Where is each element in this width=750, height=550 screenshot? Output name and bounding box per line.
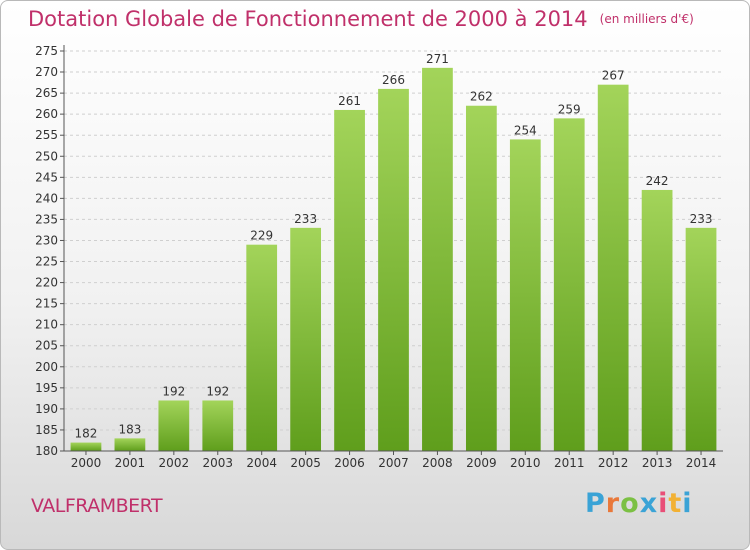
x-tick-label: 2012 (598, 456, 629, 470)
x-tick-label: 2009 (466, 456, 497, 470)
logo-letter: r (605, 488, 621, 519)
bar (685, 227, 717, 451)
data-label: 183 (118, 422, 141, 436)
bar (70, 442, 102, 451)
logo-letter: P (585, 488, 606, 519)
x-tick-label: 2006 (334, 456, 365, 470)
x-tick-label: 2014 (686, 456, 717, 470)
data-label: 229 (250, 229, 273, 243)
logo-letter: x (639, 488, 659, 519)
axes: 180 185 190 195 200 205 210 215 220 225 230 235 240 2… (35, 44, 723, 470)
logo-letter: o (620, 488, 640, 519)
y-tick-label: 260 (35, 107, 58, 121)
x-tick-label: 2004 (246, 456, 277, 470)
y-tick-label: 275 (35, 44, 58, 58)
bar (465, 105, 497, 451)
x-tick-label: 2002 (159, 456, 190, 470)
x-tick-label: 2001 (115, 456, 146, 470)
bar (553, 118, 585, 452)
bar (290, 227, 322, 451)
proxiti-logo: Proxiti (585, 488, 693, 519)
y-tick-label: 255 (35, 128, 58, 142)
data-label: 271 (426, 52, 449, 66)
data-label: 262 (470, 90, 493, 104)
bar (114, 438, 146, 451)
bar (509, 139, 541, 451)
data-label: 254 (514, 123, 537, 137)
value-labels: 182 183 192 192 229 233 261 266 271 262 254 259 267 2… (75, 52, 713, 441)
y-tick-label: 220 (35, 276, 58, 290)
x-tick-label: 2003 (202, 456, 233, 470)
place-name: VALFRAMBERT (31, 495, 163, 517)
bar (378, 88, 409, 451)
data-label: 242 (646, 174, 669, 188)
y-tick-label: 265 (35, 86, 58, 100)
data-label: 233 (690, 212, 713, 226)
y-tick-label: 250 (35, 149, 58, 163)
x-tick-label: 2013 (642, 456, 673, 470)
y-tick-label: 270 (35, 65, 58, 79)
bar (246, 244, 278, 451)
y-tick-label: 190 (35, 402, 58, 416)
x-tick-label: 2011 (554, 456, 585, 470)
bar (202, 400, 234, 451)
data-label: 266 (382, 73, 405, 87)
chart-title: Dotation Globale de Fonctionnement de 20… (28, 7, 694, 31)
x-tick-label: 2000 (71, 456, 102, 470)
data-label: 267 (602, 69, 625, 83)
bars (70, 67, 717, 452)
x-tick-label: 2007 (378, 456, 409, 470)
logo-letter: i (658, 488, 669, 519)
logo-letter: t (668, 488, 683, 519)
y-tick-label: 235 (35, 212, 58, 226)
y-tick-label: 215 (35, 297, 58, 311)
x-tick-label: 2008 (422, 456, 453, 470)
y-tick-label: 240 (35, 191, 58, 205)
data-label: 182 (75, 427, 98, 441)
bar (641, 189, 673, 451)
y-tick-label: 230 (35, 233, 58, 247)
data-label: 259 (558, 102, 581, 116)
data-label: 192 (206, 384, 229, 398)
title-text: Dotation Globale de Fonctionnement de 20… (28, 7, 588, 31)
bar (334, 109, 365, 452)
y-tick-label: 195 (35, 381, 58, 395)
bar (158, 400, 190, 451)
y-tick-label: 180 (35, 444, 58, 458)
y-tick-label: 185 (35, 423, 58, 437)
y-tick-label: 225 (35, 255, 58, 269)
data-label: 261 (338, 94, 361, 108)
data-label: 192 (162, 384, 185, 398)
y-tick-label: 210 (35, 318, 58, 332)
x-tick-label: 2010 (510, 456, 541, 470)
logo-letter: i (682, 488, 693, 519)
unit-label: (en milliers d'€) (599, 12, 694, 26)
data-label: 233 (294, 212, 317, 226)
y-tick-label: 200 (35, 360, 58, 374)
bar (422, 67, 453, 451)
y-tick-label: 205 (35, 339, 58, 353)
bar (597, 84, 629, 452)
y-tick-label: 245 (35, 170, 58, 184)
x-tick-label: 2005 (290, 456, 321, 470)
